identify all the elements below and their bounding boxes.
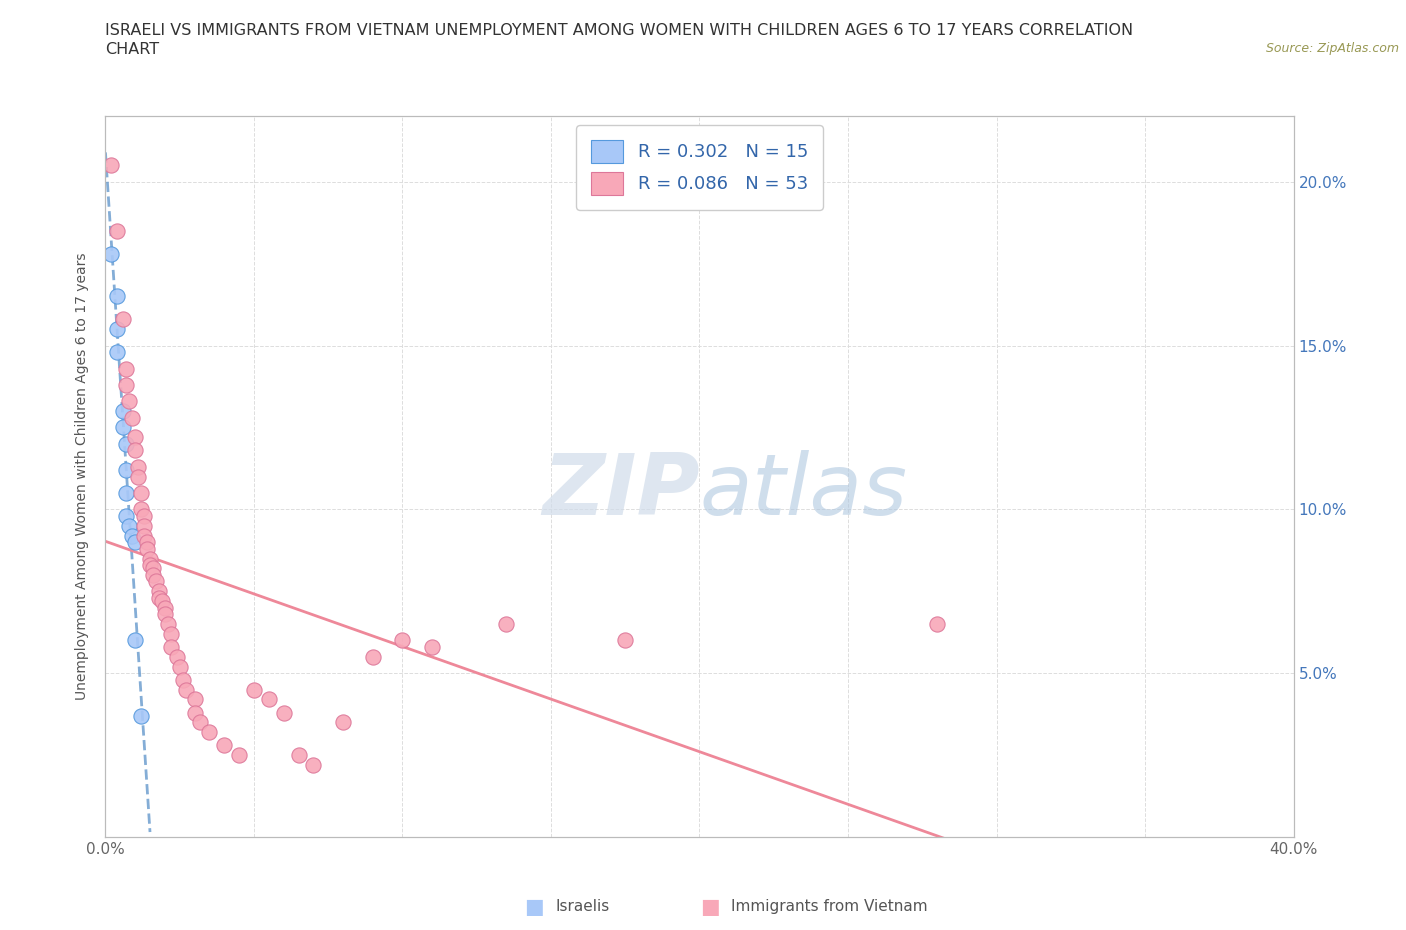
Point — [115, 361, 138, 376]
Point — [159, 640, 181, 655]
Point — [148, 591, 170, 605]
Point — [174, 682, 197, 697]
Point — [124, 535, 146, 550]
Point — [183, 705, 205, 720]
Point — [115, 509, 138, 524]
Point — [145, 574, 167, 589]
Point — [183, 692, 205, 707]
Point — [129, 709, 152, 724]
Point — [166, 649, 188, 664]
Point — [121, 528, 143, 543]
Point — [115, 485, 138, 500]
Point — [273, 705, 295, 720]
Point — [139, 551, 162, 566]
Point — [150, 593, 173, 608]
Point — [121, 410, 143, 425]
Point — [302, 757, 325, 772]
Point — [361, 649, 384, 664]
Text: atlas: atlas — [700, 449, 907, 533]
Point — [112, 312, 135, 326]
Text: ISRAELI VS IMMIGRANTS FROM VIETNAM UNEMPLOYMENT AMONG WOMEN WITH CHILDREN AGES 6: ISRAELI VS IMMIGRANTS FROM VIETNAM UNEMP… — [105, 23, 1133, 38]
Point — [129, 502, 152, 517]
Text: Source: ZipAtlas.com: Source: ZipAtlas.com — [1265, 42, 1399, 55]
Point — [148, 584, 170, 599]
Point — [198, 724, 221, 739]
Point — [105, 289, 128, 304]
Point — [105, 322, 128, 337]
Point — [142, 567, 165, 582]
Point — [105, 223, 128, 238]
Point — [142, 561, 165, 576]
Point — [159, 627, 181, 642]
Text: Israelis: Israelis — [555, 899, 610, 914]
Y-axis label: Unemployment Among Women with Children Ages 6 to 17 years: Unemployment Among Women with Children A… — [76, 253, 90, 700]
Text: Immigrants from Vietnam: Immigrants from Vietnam — [731, 899, 928, 914]
Point — [100, 158, 122, 173]
Point — [156, 617, 179, 631]
Text: CHART: CHART — [105, 42, 159, 57]
Point — [115, 436, 138, 451]
Point — [124, 430, 146, 445]
Point — [127, 459, 149, 474]
Point — [420, 640, 443, 655]
Point — [495, 617, 517, 631]
Point — [136, 535, 159, 550]
Text: ZIP: ZIP — [541, 449, 700, 533]
Point — [257, 692, 280, 707]
Point — [169, 659, 191, 674]
Point — [115, 462, 138, 477]
Point — [153, 600, 176, 615]
Point — [391, 633, 413, 648]
Point — [139, 558, 162, 573]
Point — [112, 420, 135, 435]
Point — [228, 748, 250, 763]
Point — [132, 518, 155, 533]
Point — [132, 509, 155, 524]
Point — [190, 715, 212, 730]
Point — [153, 606, 176, 621]
Point — [100, 246, 122, 261]
Point — [614, 633, 637, 648]
Point — [105, 345, 128, 360]
Point — [124, 633, 146, 648]
Point — [132, 528, 155, 543]
Point — [127, 469, 149, 484]
Point — [172, 672, 194, 687]
Point — [118, 518, 141, 533]
Point — [115, 378, 138, 392]
Legend: R = 0.302   N = 15, R = 0.086   N = 53: R = 0.302 N = 15, R = 0.086 N = 53 — [576, 126, 823, 209]
Point — [243, 682, 266, 697]
Point — [112, 404, 135, 418]
Point — [124, 443, 146, 458]
Point — [214, 737, 236, 752]
Point — [136, 541, 159, 556]
Text: ■: ■ — [524, 897, 544, 917]
Text: ■: ■ — [700, 897, 720, 917]
Point — [287, 748, 309, 763]
Point — [332, 715, 354, 730]
Point — [927, 617, 949, 631]
Point — [118, 393, 141, 408]
Point — [129, 485, 152, 500]
